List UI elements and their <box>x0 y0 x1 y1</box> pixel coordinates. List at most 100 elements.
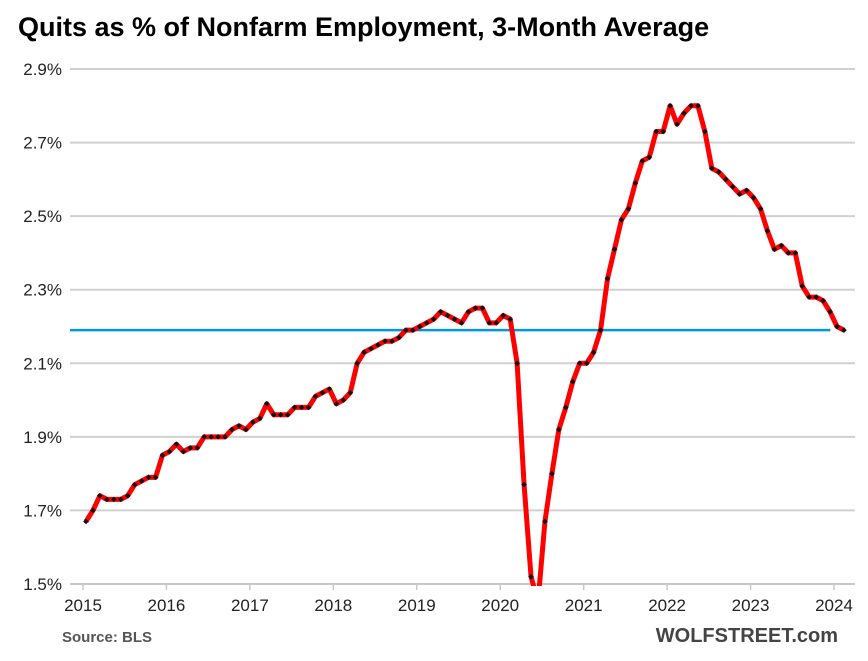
x-tick-label: 2015 <box>64 596 102 615</box>
data-point <box>187 445 194 451</box>
data-point <box>145 474 152 481</box>
data-point <box>715 169 722 175</box>
data-point <box>215 434 221 440</box>
data-point <box>257 415 263 422</box>
data-point <box>104 496 110 503</box>
y-tick-label: 2.9% <box>23 60 62 79</box>
data-point <box>382 338 388 345</box>
data-point <box>166 448 173 455</box>
data-point <box>757 205 764 212</box>
data-point <box>270 411 277 418</box>
data-point <box>340 397 347 403</box>
y-tick-label: 2.1% <box>23 354 62 373</box>
x-tick-label: 2024 <box>815 596 853 615</box>
x-tick-label: 2022 <box>648 596 686 615</box>
data-point <box>403 327 409 334</box>
data-point <box>389 338 395 345</box>
x-tick-label: 2020 <box>481 596 519 615</box>
data-point <box>632 180 639 186</box>
y-tick-label: 1.9% <box>23 428 62 447</box>
data-point <box>361 349 367 356</box>
data-point <box>479 305 486 311</box>
data-point <box>284 411 291 418</box>
data-point <box>736 191 743 197</box>
data-point <box>117 496 124 503</box>
data-point <box>131 481 138 488</box>
data-point <box>354 360 361 367</box>
data-point <box>222 434 228 440</box>
data-point <box>785 250 792 256</box>
data-point <box>646 154 653 161</box>
data-point <box>173 441 180 448</box>
data-point <box>542 518 548 525</box>
data-point <box>472 305 479 311</box>
data-point <box>834 323 840 330</box>
x-tick-label: 2019 <box>398 596 436 615</box>
data-point <box>236 422 242 429</box>
data-point <box>298 404 305 411</box>
data-point <box>625 205 632 212</box>
data-point <box>667 102 673 109</box>
data-point <box>229 426 235 433</box>
chart-title: Quits as % of Nonfarm Employment, 3-Mont… <box>18 12 710 42</box>
data-point <box>813 294 819 300</box>
data-point <box>444 312 451 319</box>
data-point <box>604 275 611 282</box>
data-point <box>138 478 145 484</box>
data-point <box>263 400 270 407</box>
data-point <box>729 183 736 190</box>
data-point <box>660 128 666 135</box>
data-point <box>333 400 340 407</box>
x-tick-label: 2023 <box>732 596 770 615</box>
data-point <box>305 404 312 411</box>
data-point <box>792 250 799 256</box>
y-tick-label: 1.7% <box>23 501 62 520</box>
data-point <box>326 386 333 392</box>
data-point <box>569 378 576 385</box>
data-point <box>423 319 430 326</box>
data-point <box>465 308 472 315</box>
y-tick-label: 2.5% <box>23 207 62 226</box>
data-point <box>291 404 298 411</box>
data-point <box>556 426 562 433</box>
data-point <box>493 319 500 326</box>
data-point <box>597 327 604 334</box>
data-point <box>368 345 374 352</box>
data-point <box>771 246 778 253</box>
data-point <box>201 434 208 440</box>
data-point <box>375 342 381 348</box>
data-point <box>841 327 847 334</box>
data-point <box>549 470 555 477</box>
data-point <box>500 312 507 319</box>
y-tick-label: 2.3% <box>23 281 62 300</box>
data-point <box>451 316 458 322</box>
data-point <box>611 246 618 253</box>
data-point <box>750 194 757 201</box>
x-tick-label: 2018 <box>314 596 352 615</box>
data-point <box>695 102 701 109</box>
y-tick-label: 2.7% <box>23 134 62 153</box>
data-point <box>90 507 96 514</box>
data-point <box>764 228 771 234</box>
data-point <box>277 411 284 418</box>
data-point <box>347 389 354 396</box>
data-point <box>562 404 569 411</box>
data-point <box>486 319 493 326</box>
brand-label: WOLFSTREET.com <box>655 625 838 647</box>
data-point <box>458 319 465 326</box>
data-point <box>521 481 527 488</box>
data-point <box>688 102 694 109</box>
data-point <box>312 393 319 400</box>
data-point <box>180 448 187 455</box>
x-tick-label: 2021 <box>565 596 603 615</box>
data-point <box>250 419 256 425</box>
data-point <box>430 316 437 322</box>
data-point <box>152 474 159 481</box>
data-point <box>590 349 597 356</box>
data-point <box>528 573 534 580</box>
data-point <box>208 434 214 440</box>
data-point <box>702 128 708 135</box>
data-point <box>97 492 103 499</box>
data-point <box>409 327 416 334</box>
